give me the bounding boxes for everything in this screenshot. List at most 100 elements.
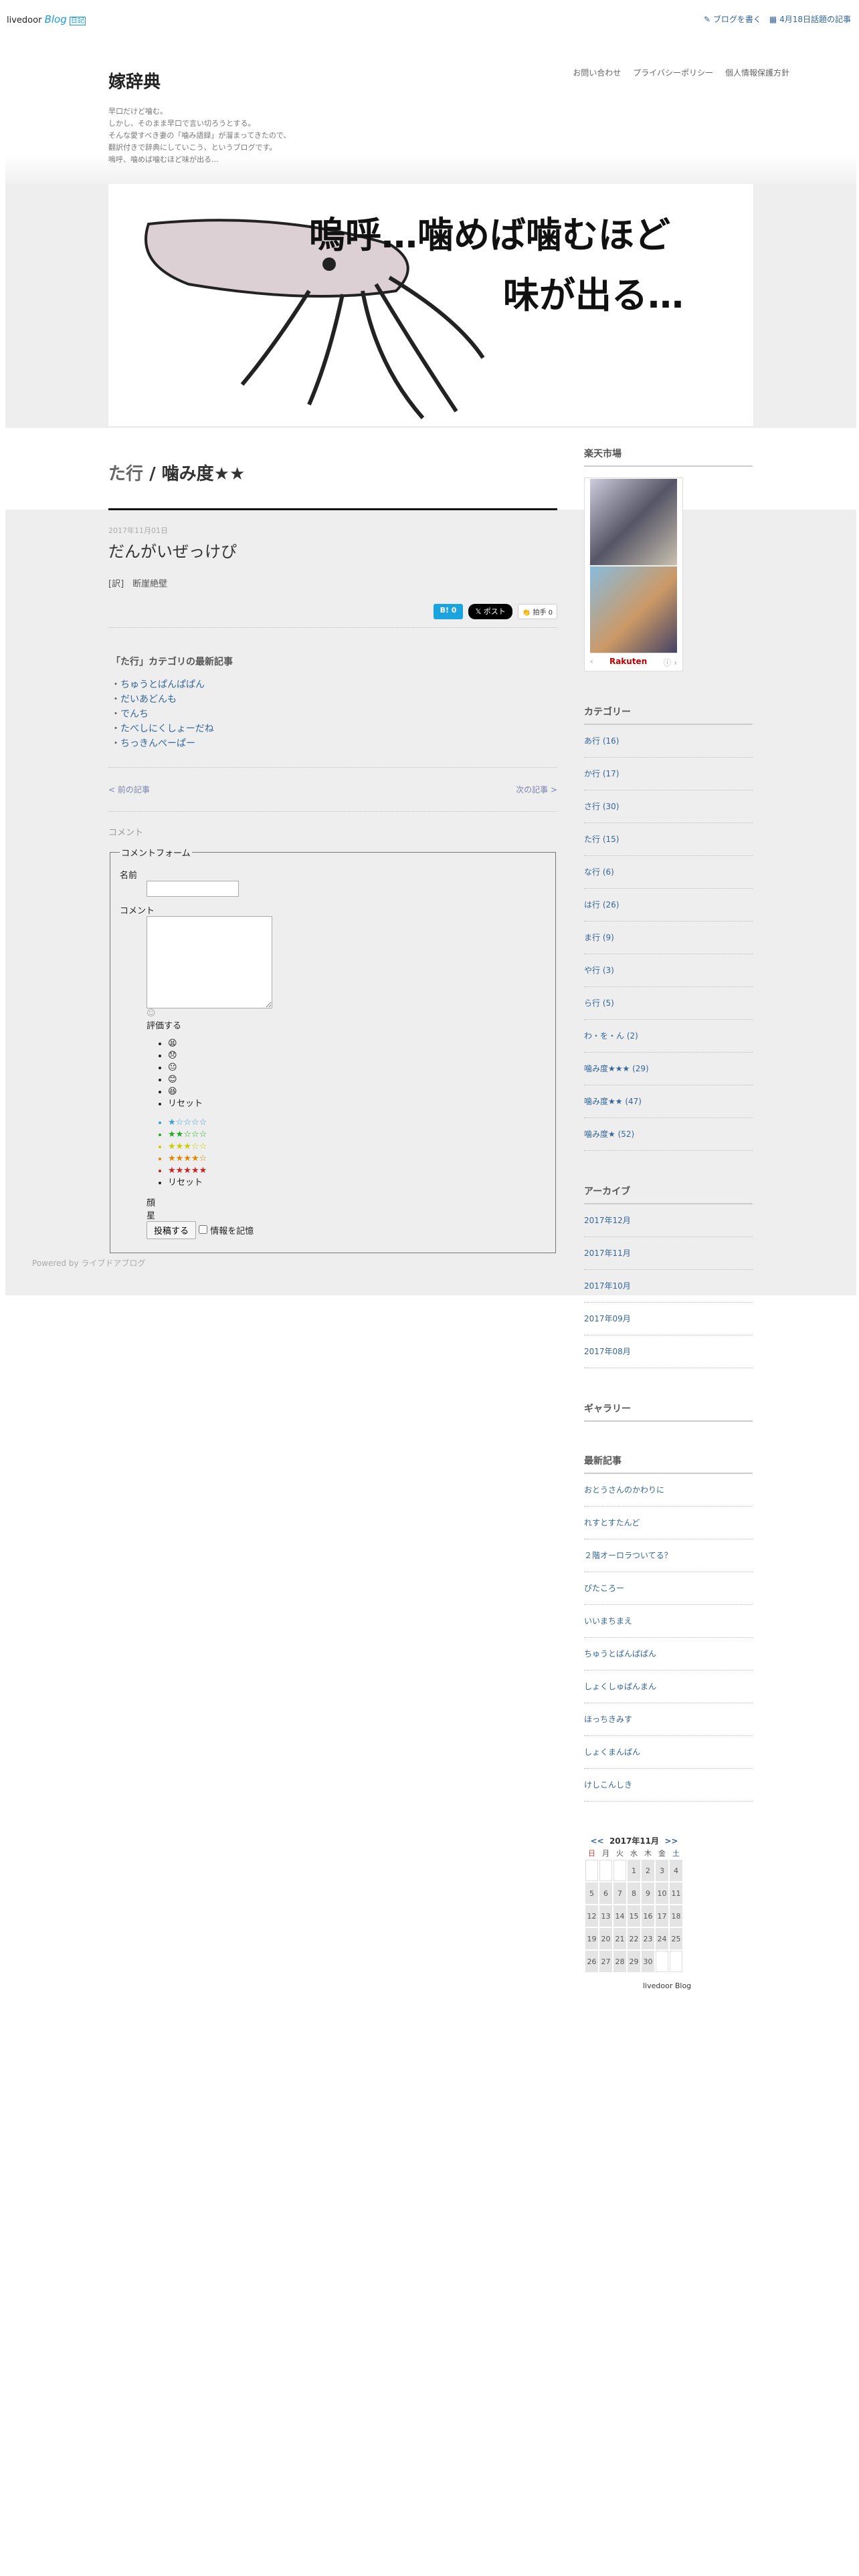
related-link[interactable]: ちっきんぺーぱー <box>120 738 195 749</box>
x-post-button[interactable]: 𝕏 ポスト <box>468 604 512 619</box>
recent-item[interactable]: おとうさんのかわりに <box>584 1474 753 1507</box>
calendar-day <box>599 1860 612 1881</box>
weekday: 水 <box>630 1849 638 1858</box>
category-item[interactable]: は行 (26) <box>584 889 753 922</box>
face-option[interactable]: 😐 <box>168 1062 546 1074</box>
archive-item[interactable]: 2017年08月 <box>584 1335 753 1368</box>
clap-button[interactable]: 👏 拍手 0 <box>517 604 557 619</box>
category-item[interactable]: わ・を・ん (2) <box>584 1020 753 1053</box>
category-item[interactable]: 噛み度★★★ (29) <box>584 1053 753 1085</box>
recent-item[interactable]: しょくしゅぱんまん <box>584 1671 753 1703</box>
face-option[interactable]: 😊 <box>168 1074 546 1086</box>
remember-checkbox-label[interactable]: 情報を記憶 <box>199 1225 254 1237</box>
calendar-next[interactable]: >> <box>664 1836 678 1846</box>
calendar-day: 30 <box>642 1951 654 1972</box>
related-link[interactable]: たべしにくしょーだね <box>120 724 214 734</box>
star-option[interactable]: ★★★☆☆ <box>168 1141 546 1153</box>
write-blog-link[interactable]: ✎ ブログを書く <box>704 13 761 25</box>
logo-brand: livedoor <box>7 15 42 25</box>
livedoor-logo[interactable]: livedoor Blog 日記 <box>7 13 86 25</box>
archive-title: アーカイブ <box>584 1184 753 1204</box>
recent-item[interactable]: ２階オーロラついてる？ <box>584 1539 753 1572</box>
product-image[interactable] <box>590 479 677 566</box>
related-link[interactable]: だいあどんも <box>120 694 177 705</box>
star-option[interactable]: ★★☆☆☆ <box>168 1129 546 1141</box>
header-banner-image[interactable]: 嗚呼…噛めば噛むほど 味が出る… <box>108 184 753 426</box>
powered-by[interactable]: Powered by ライブドアブログ <box>32 1259 146 1268</box>
archive-item[interactable]: 2017年11月 <box>584 1237 753 1270</box>
livedoor-footer-logo[interactable]: livedoor Blog <box>643 1981 692 1990</box>
hatena-bookmark-button[interactable]: B! 0 <box>433 604 464 619</box>
face-option[interactable]: 😆 <box>168 1086 546 1098</box>
article-pager: < 前の記事 次の記事 > <box>108 768 557 811</box>
related-link[interactable]: ちゅうとぱんぱぱん <box>120 679 205 690</box>
prev-article-link[interactable]: < 前の記事 <box>108 785 150 794</box>
desc-line: そんな愛すべき妻の「噛み語録」が溜まってきたので、 <box>108 131 291 140</box>
archive-item[interactable]: 2017年10月 <box>584 1270 753 1303</box>
calendar-day: 17 <box>656 1905 668 1927</box>
category-link[interactable]: た行 <box>108 464 144 484</box>
category-item[interactable]: あ行 (16) <box>584 725 753 758</box>
face-option[interactable]: 😞 <box>168 1050 546 1062</box>
calendar-prev[interactable]: << <box>590 1836 604 1846</box>
recent-item[interactable]: ちゅうとぱんぱぱん <box>584 1638 753 1671</box>
name-label: 名前 <box>120 871 138 881</box>
face-option[interactable]: 😫 <box>168 1038 546 1050</box>
nav-personal-info[interactable]: 個人情報保護方針 <box>725 68 789 78</box>
category-title: カテゴリー <box>584 705 753 725</box>
star-reset[interactable]: リセット <box>168 1177 546 1189</box>
comment-textarea[interactable] <box>147 916 272 1008</box>
info-icon[interactable]: ⓘ › <box>663 658 677 667</box>
emoji-icon[interactable]: ☺ <box>147 1008 156 1018</box>
category-item[interactable]: ら行 (5) <box>584 987 753 1020</box>
heading-rule <box>108 508 557 510</box>
calendar-day <box>670 1951 682 1972</box>
face-reset[interactable]: リセット <box>168 1098 546 1110</box>
recent-item[interactable]: ほっちきみす <box>584 1703 753 1736</box>
rate-label[interactable]: 評価する <box>147 1021 182 1031</box>
submit-button[interactable]: 投稿する <box>147 1221 197 1239</box>
category-item[interactable]: か行 (17) <box>584 758 753 790</box>
rakuten-widget[interactable]: ‹ Rakuten ⓘ › <box>584 477 683 671</box>
recent-item[interactable]: けしこんしき <box>584 1769 753 1802</box>
calendar-day: 20 <box>599 1928 612 1949</box>
calendar-day: 15 <box>628 1905 640 1927</box>
category-item[interactable]: さ行 (30) <box>584 790 753 823</box>
rakuten-title: 楽天市場 <box>584 447 753 467</box>
nav-privacy[interactable]: プライバシーポリシー <box>633 68 713 78</box>
calendar-day: 13 <box>599 1905 612 1927</box>
write-label: ブログを書く <box>712 15 761 24</box>
divider <box>108 627 557 628</box>
archive-item[interactable]: 2017年12月 <box>584 1204 753 1237</box>
banner-text-line1: 嗚呼…噛めば噛むほど <box>309 214 670 256</box>
chevron-left-icon[interactable]: ‹ <box>590 657 593 666</box>
category-item[interactable]: な行 (6) <box>584 856 753 889</box>
related-articles: 「た行」カテゴリの最新記事 ちゅうとぱんぱぱん だいあどんも でんち たべしにく… <box>108 628 557 767</box>
category-item[interactable]: や行 (3) <box>584 954 753 987</box>
calendar-icon: ▦ <box>769 15 777 24</box>
star-label: 星 <box>147 1211 156 1221</box>
recent-item[interactable]: れすとすたんど <box>584 1507 753 1539</box>
category-item[interactable]: た行 (15) <box>584 823 753 856</box>
blog-title[interactable]: 嫁辞典 <box>108 72 161 92</box>
archive-item[interactable]: 2017年09月 <box>584 1303 753 1335</box>
topic-link[interactable]: ▦ 4月18日話題の記事 <box>769 13 851 25</box>
product-image[interactable] <box>590 566 677 653</box>
star-option[interactable]: ★★★★☆ <box>168 1153 546 1165</box>
next-article-link[interactable]: 次の記事 > <box>516 785 557 794</box>
name-input[interactable] <box>147 881 239 897</box>
category-item[interactable]: 噛み度★ (52) <box>584 1118 753 1151</box>
recent-item[interactable]: いいまちまえ <box>584 1605 753 1638</box>
article-title[interactable]: だんがいぜっけぴ <box>108 542 237 561</box>
calendar-day: 12 <box>585 1905 598 1927</box>
weekday: 日 <box>588 1849 595 1858</box>
related-link[interactable]: でんち <box>120 709 149 720</box>
recent-item[interactable]: ぴたころー <box>584 1572 753 1605</box>
nav-contact[interactable]: お問い合わせ <box>573 68 622 78</box>
category-item[interactable]: ま行 (9) <box>584 922 753 954</box>
remember-checkbox[interactable] <box>199 1225 208 1234</box>
recent-item[interactable]: しょくまんぱん <box>584 1736 753 1769</box>
star-option[interactable]: ★☆☆☆☆ <box>168 1117 546 1129</box>
category-item[interactable]: 噛み度★★ (47) <box>584 1085 753 1118</box>
star-option[interactable]: ★★★★★ <box>168 1165 546 1177</box>
